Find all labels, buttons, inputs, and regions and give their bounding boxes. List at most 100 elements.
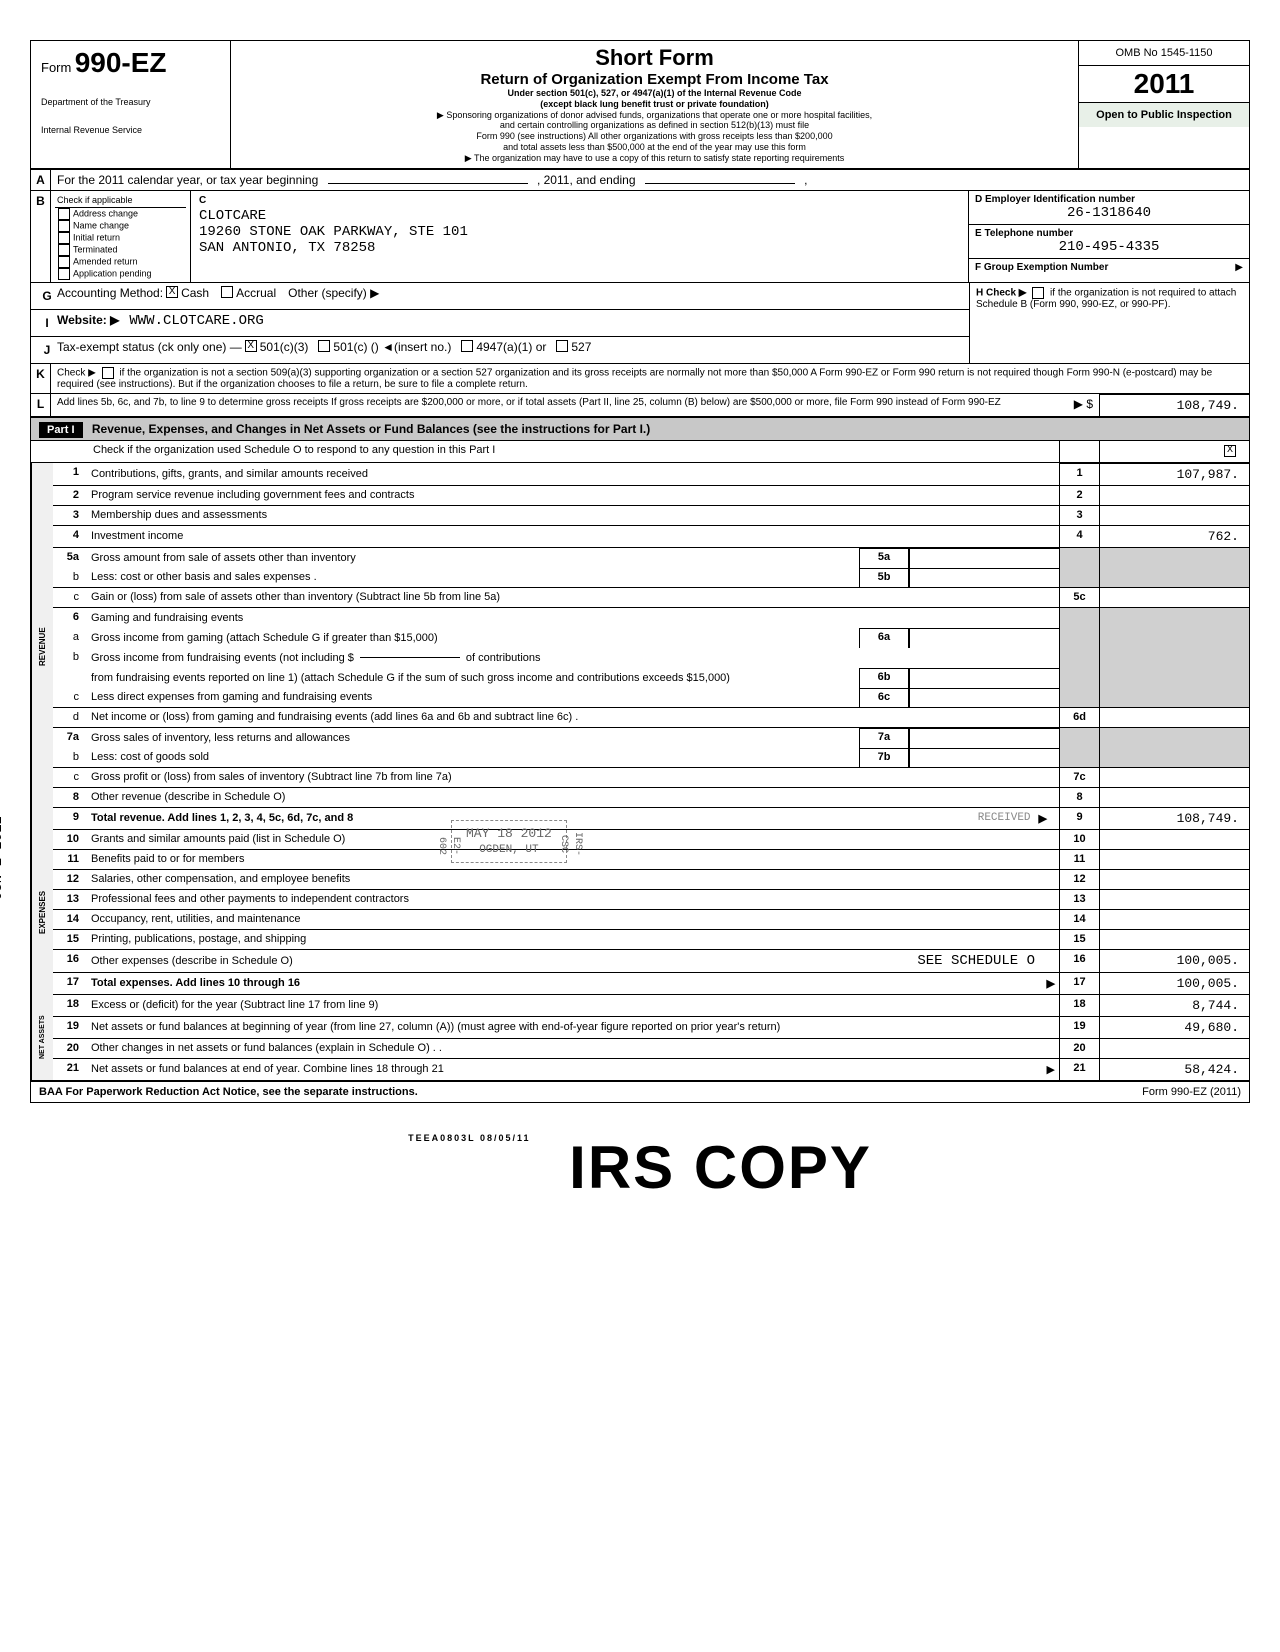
val-5b-shade bbox=[1099, 568, 1249, 587]
checkbox-cash[interactable]: X bbox=[166, 286, 178, 298]
checkbox-501c3[interactable]: X bbox=[245, 340, 257, 352]
desc-21-text: Net assets or fund balances at end of ye… bbox=[91, 1063, 444, 1075]
num-6d: d bbox=[53, 708, 87, 727]
checkbox-501c[interactable] bbox=[318, 340, 330, 352]
revenue-block: REVENUE 1 Contributions, gifts, grants, … bbox=[31, 463, 1249, 830]
identity-block: B Check if applicable Address change Nam… bbox=[31, 191, 1249, 283]
label-k: K bbox=[31, 364, 51, 393]
box-16: 16 bbox=[1059, 950, 1099, 972]
irs-copy-watermark: TEEA0803L 08/05/11 IRS COPY bbox=[30, 1133, 1250, 1202]
line-18: 18 Excess or (deficit) for the year (Sub… bbox=[53, 995, 1249, 1017]
val-13 bbox=[1099, 890, 1249, 909]
g-other: Other (specify) ▶ bbox=[288, 286, 379, 306]
checkbox-part1[interactable]: X bbox=[1224, 445, 1236, 457]
checkbox-pending[interactable] bbox=[58, 268, 70, 280]
part1-check-box: X bbox=[1099, 441, 1249, 462]
line-2: 2 Program service revenue including gove… bbox=[53, 486, 1249, 506]
val-7c bbox=[1099, 768, 1249, 787]
val-5c bbox=[1099, 588, 1249, 607]
subbox-6c: 6c bbox=[859, 688, 909, 707]
part1-check-text: Check if the organization used Schedule … bbox=[87, 441, 1059, 462]
label-l: L bbox=[31, 394, 51, 416]
subbox-6a: 6a bbox=[859, 628, 909, 648]
checkbox-527[interactable] bbox=[556, 340, 568, 352]
subval-6c bbox=[909, 688, 1059, 707]
line-7a: 7a Gross sales of inventory, less return… bbox=[53, 728, 1249, 748]
line-20: 20 Other changes in net assets or fund b… bbox=[53, 1039, 1249, 1059]
netassets-lines: 18 Excess or (deficit) for the year (Sub… bbox=[53, 995, 1249, 1080]
box-20: 20 bbox=[1059, 1039, 1099, 1058]
checkbox-k[interactable] bbox=[102, 367, 114, 379]
part1-title: Revenue, Expenses, and Changes in Net As… bbox=[92, 422, 650, 436]
check-address: Address change bbox=[55, 208, 186, 220]
f-label: F Group Exemption Number bbox=[975, 262, 1108, 273]
desc-7c: Gross profit or (loss) from sales of inv… bbox=[87, 768, 1059, 787]
j-insert: ) ◄(insert no.) bbox=[375, 340, 452, 360]
box-10: 10 bbox=[1059, 830, 1099, 849]
a-text-1: For the 2011 calendar year, or tax year … bbox=[57, 173, 318, 187]
group-exempt-cell: F Group Exemption Number ▶ bbox=[969, 259, 1249, 276]
desc-1: Contributions, gifts, grants, and simila… bbox=[87, 463, 1059, 485]
form-footer: BAA For Paperwork Reduction Act Notice, … bbox=[31, 1080, 1249, 1102]
l-value: 108,749. bbox=[1099, 394, 1249, 416]
desc-17: Total expenses. Add lines 10 through 16▶ bbox=[87, 973, 1059, 994]
label-c: C bbox=[199, 195, 960, 206]
num-15: 15 bbox=[53, 930, 87, 949]
val-11 bbox=[1099, 850, 1249, 869]
val-8 bbox=[1099, 788, 1249, 807]
subval-7b bbox=[909, 748, 1059, 767]
line-i: I Website: ▶ WWW.CLOTCARE.ORG bbox=[31, 310, 969, 337]
val-4: 762. bbox=[1099, 526, 1249, 547]
checkbox-h[interactable] bbox=[1032, 287, 1044, 299]
box-7c: 7c bbox=[1059, 768, 1099, 787]
val-21: 58,424. bbox=[1099, 1059, 1249, 1080]
checkbox-accrual[interactable] bbox=[221, 286, 233, 298]
box-5c: 5c bbox=[1059, 588, 1099, 607]
form-header: Form 990-EZ Department of the Treasury I… bbox=[31, 41, 1249, 170]
desc-5b: Less: cost or other basis and sales expe… bbox=[87, 568, 859, 587]
val-6d bbox=[1099, 708, 1249, 727]
line-g: G Accounting Method: XCash Accrual Other… bbox=[31, 283, 969, 310]
num-13: 13 bbox=[53, 890, 87, 909]
subbox-7a: 7a bbox=[859, 728, 909, 748]
desc-7b: Less: cost of goods sold bbox=[87, 748, 859, 767]
checkbox-address[interactable] bbox=[58, 208, 70, 220]
open-to-public: Open to Public Inspection bbox=[1079, 103, 1249, 127]
num-4: 4 bbox=[53, 526, 87, 547]
box-17: 17 bbox=[1059, 973, 1099, 994]
desc-13: Professional fees and other payments to … bbox=[87, 890, 1059, 909]
desc-8: Other revenue (describe in Schedule O) bbox=[87, 788, 1059, 807]
checkbox-initial[interactable] bbox=[58, 232, 70, 244]
val-16: 100,005. bbox=[1099, 950, 1249, 972]
j-label: Tax-exempt status (ck only one) — bbox=[57, 340, 242, 360]
val-2 bbox=[1099, 486, 1249, 505]
d-label: D Employer Identification number bbox=[975, 194, 1243, 205]
k-text: if the organization is not a section 509… bbox=[57, 367, 1212, 389]
desc-18: Excess or (deficit) for the year (Subtra… bbox=[87, 995, 1059, 1016]
desc-21: Net assets or fund balances at end of ye… bbox=[87, 1059, 1059, 1080]
side-revenue: REVENUE bbox=[31, 463, 53, 830]
k-check-label: Check ▶ bbox=[57, 367, 96, 378]
val-6-shade bbox=[1099, 608, 1249, 628]
checkbox-amended[interactable] bbox=[58, 256, 70, 268]
ein-cell: D Employer Identification number 26-1318… bbox=[969, 191, 1249, 225]
org-address: 19260 STONE OAK PARKWAY, STE 101 bbox=[199, 224, 960, 240]
desc-15: Printing, publications, postage, and shi… bbox=[87, 930, 1059, 949]
checkbox-4947[interactable] bbox=[461, 340, 473, 352]
box-8: 8 bbox=[1059, 788, 1099, 807]
line-7c: c Gross profit or (loss) from sales of i… bbox=[53, 768, 1249, 788]
check-label-4: Amended return bbox=[73, 256, 138, 266]
num-6: 6 bbox=[53, 608, 87, 628]
checkbox-terminated[interactable] bbox=[58, 244, 70, 256]
num-11: 11 bbox=[53, 850, 87, 869]
desc-6d: Net income or (loss) from gaming and fun… bbox=[87, 708, 1059, 727]
line-15: 15 Printing, publications, postage, and … bbox=[53, 930, 1249, 950]
num-12: 12 bbox=[53, 870, 87, 889]
line-11: 11 Benefits paid to or for members 11 bbox=[53, 850, 1249, 870]
subval-7a bbox=[909, 728, 1059, 748]
checkbox-name[interactable] bbox=[58, 220, 70, 232]
val-6a-shade bbox=[1099, 628, 1249, 648]
org-city: SAN ANTONIO, TX 78258 bbox=[199, 240, 960, 256]
label-j: J bbox=[37, 340, 57, 360]
num-8: 8 bbox=[53, 788, 87, 807]
